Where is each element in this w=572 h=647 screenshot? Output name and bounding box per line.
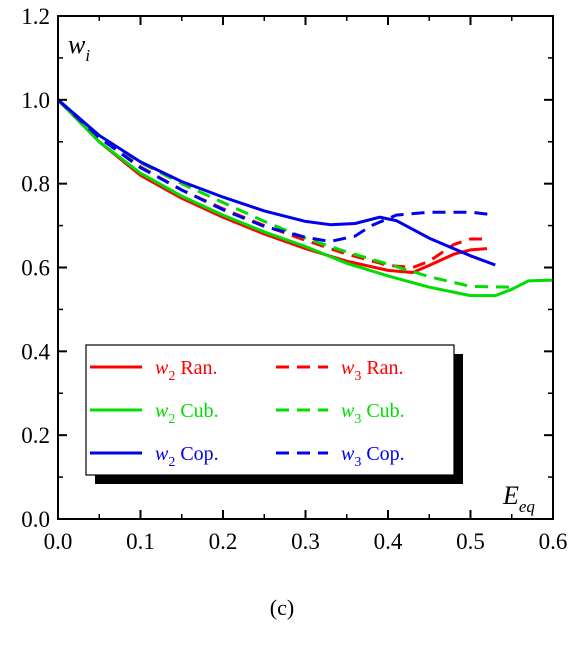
x-tick-label: 0.1 [126, 529, 155, 554]
series-line-w2-cub [56, 98, 554, 298]
x-tick-label: 0.5 [456, 529, 485, 554]
legend-label: w2 Cub. [155, 400, 219, 427]
figure-caption: (c) [270, 595, 294, 620]
y-axis-label-base: w [68, 30, 86, 59]
legend-label: w2 Ran. [155, 357, 218, 384]
tick-labels: 0.0 0.1 0.2 0.3 0.4 0.5 0.6 0.0 0.2 0.4 0.6 0.8 1.0 1… [21, 4, 567, 554]
x-tick-label: 0.2 [209, 529, 238, 554]
data-lines [56, 98, 554, 298]
y-axis-label: wi [68, 30, 90, 65]
y-tick-label: 1.2 [21, 4, 50, 29]
legend: w2 Ran. w3 Ran. w2 Cub. w3 Cub. w2 Cop. w3 Cop. [85, 344, 463, 484]
y-tick-label: 1.0 [21, 88, 50, 113]
legend-label: w3 Cub. [341, 400, 405, 427]
x-axis-label-sub: eq [519, 497, 536, 516]
y-axis-label-sub: i [85, 46, 90, 65]
series-line-w2-ran [56, 98, 488, 274]
legend-label: w3 Cop. [341, 443, 405, 470]
series-line-w3-ran [56, 98, 487, 269]
x-tick-label: 0.4 [374, 529, 403, 554]
y-tick-label: 0.2 [21, 423, 50, 448]
legend-box [85, 344, 455, 476]
axis-ticks [57, 15, 554, 520]
series-line-w2-cop [57, 98, 496, 267]
x-axis-label-base: E [502, 481, 519, 510]
legend-label: w2 Cop. [155, 443, 219, 470]
x-axis-label: Eeq [502, 481, 535, 516]
y-tick-label: 0.8 [21, 172, 50, 197]
series-line-w3-cop [56, 98, 496, 243]
y-tick-label: 0.6 [21, 256, 50, 281]
y-tick-label: 0.4 [21, 339, 50, 364]
x-tick-label: 0.0 [44, 529, 73, 554]
y-tick-label: 0.0 [21, 507, 50, 532]
legend-items: w2 Ran. w3 Ran. w2 Cub. w3 Cub. w2 Cop. w3 Cop. [90, 357, 405, 470]
legend-label: w3 Ran. [341, 357, 404, 384]
x-tick-label: 0.6 [539, 529, 568, 554]
x-tick-label: 0.3 [291, 529, 320, 554]
